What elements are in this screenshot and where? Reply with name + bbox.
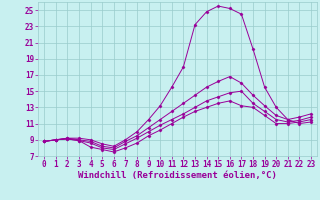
X-axis label: Windchill (Refroidissement éolien,°C): Windchill (Refroidissement éolien,°C) — [78, 171, 277, 180]
